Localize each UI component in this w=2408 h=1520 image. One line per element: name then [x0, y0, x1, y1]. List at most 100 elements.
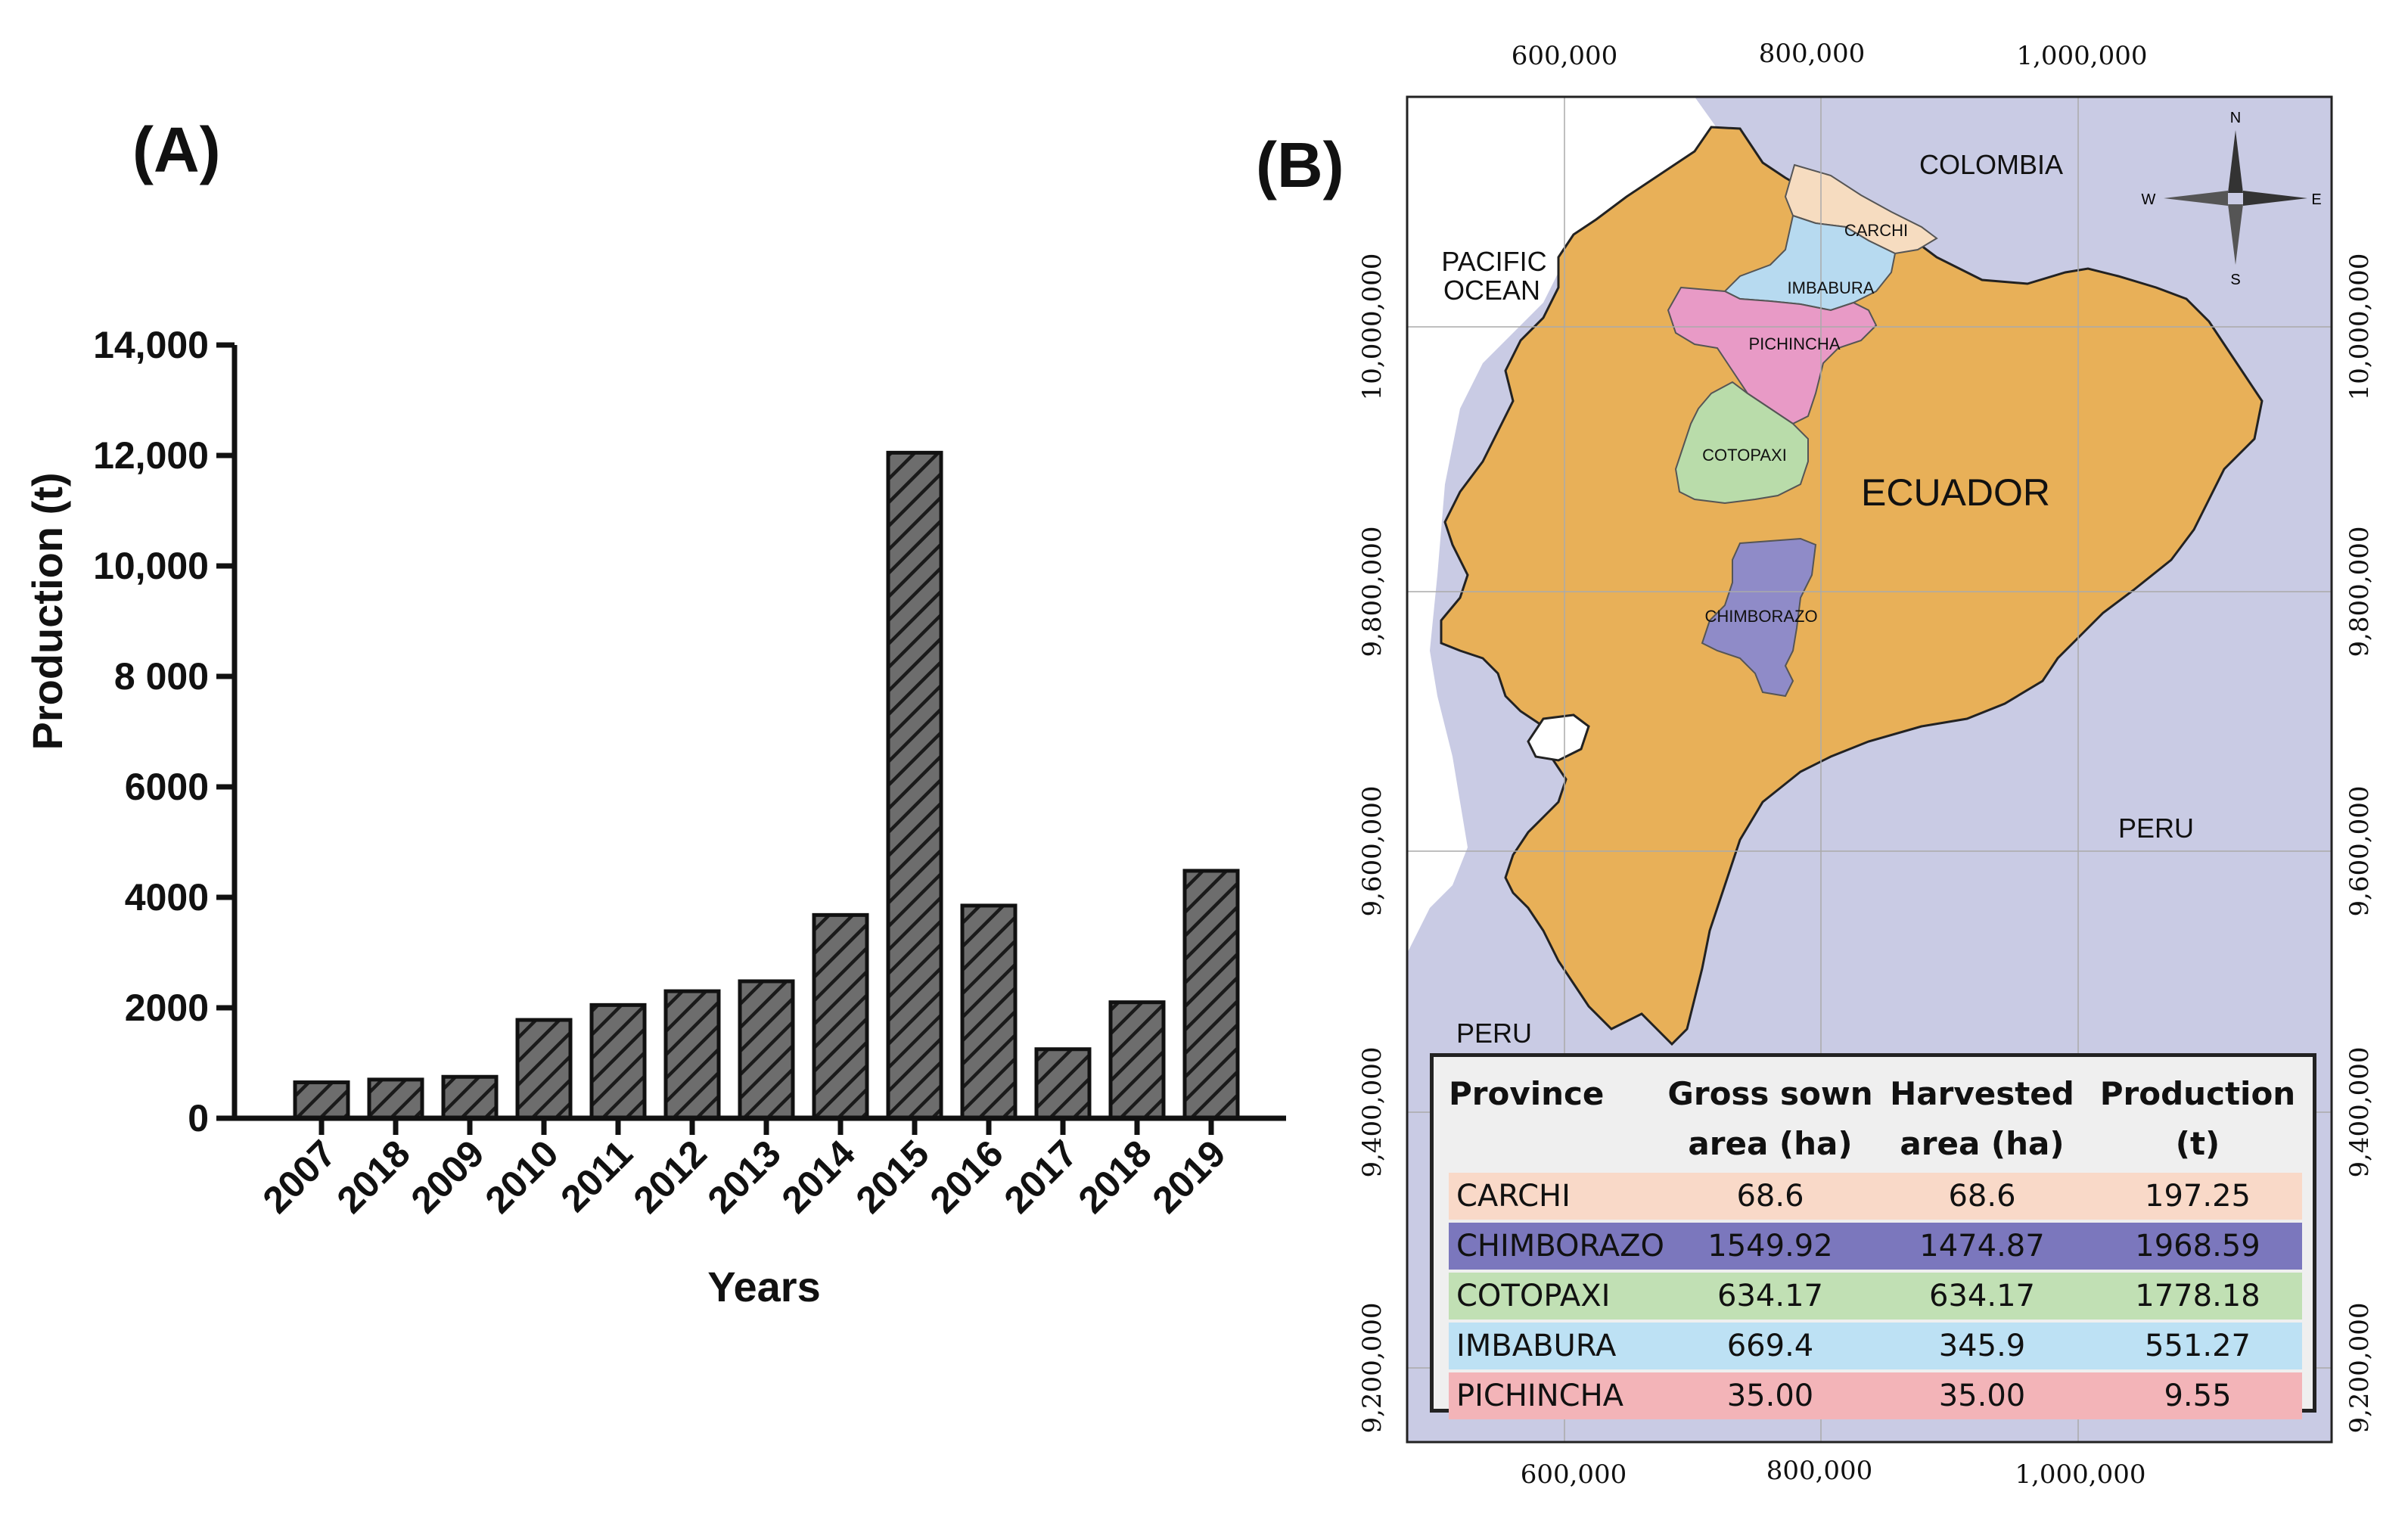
bar-2013: [738, 979, 795, 1121]
compass-east-arm: [2243, 191, 2307, 206]
cell-harvested: 634.17: [1929, 1279, 2035, 1313]
cell-production: 1778.18: [2135, 1279, 2260, 1313]
y-tick-label: 10,000: [93, 545, 209, 587]
coord-left-4: 9,400,000: [1357, 1046, 1387, 1177]
cell-province: CHIMBORAZO: [1456, 1229, 1664, 1264]
header-gross-line1: Gross sown: [1667, 1075, 1873, 1112]
cell-gross: 634.17: [1717, 1279, 1823, 1313]
bar-2014: [812, 912, 869, 1121]
cell-province: PICHINCHA: [1456, 1379, 1624, 1413]
x-axis-title: Years: [707, 1263, 821, 1310]
header-gross-line2: area (ha): [1688, 1125, 1853, 1162]
coord-left-1: 10,000,000: [1357, 253, 1387, 401]
header-province-line1: Province: [1449, 1075, 1605, 1112]
panel-b-label: (B): [1256, 129, 1344, 200]
y-tick-label: 2000: [125, 987, 209, 1029]
y-tick-label: 0: [188, 1097, 209, 1139]
label-pacific: PACIFIC: [1441, 246, 1546, 277]
compass-rose: N S E W: [2142, 110, 2322, 288]
coord-left-3: 9,600,000: [1357, 785, 1387, 916]
compass-west-arm: [2164, 191, 2228, 206]
gulf-island: [1527, 713, 1590, 762]
cell-harvested: 1474.87: [1919, 1229, 2045, 1264]
cell-production: 551.27: [2145, 1329, 2251, 1363]
header-province: Province: [1449, 1069, 1605, 1119]
label-peru-south: PERU: [1456, 1018, 1532, 1049]
table-row: IMBABURA 669.4 345.9 551.27: [1449, 1323, 2302, 1369]
ecuador-land: [1440, 126, 2264, 1046]
y-tick-label: 14,000: [93, 324, 209, 366]
header-production-line1: Production: [2099, 1075, 2296, 1112]
compass-south-arm: [2228, 204, 2243, 265]
province-chimborazo: [1701, 537, 1817, 698]
y-axis-title: Production (t): [23, 472, 71, 750]
coord-left-5: 9,200,000: [1357, 1302, 1387, 1433]
coord-right-4: 9,400,000: [2344, 1046, 2375, 1177]
panel-a-label: (A): [132, 114, 221, 185]
label-cotopaxi: COTOPAXI: [1702, 446, 1787, 465]
table-header: Province Gross sown area (ha) Harvested …: [1434, 1069, 2313, 1167]
compass-n-label: N: [2230, 110, 2241, 126]
label-carchi: CARCHI: [1844, 221, 1908, 240]
header-production-line2: (t): [2175, 1125, 2220, 1162]
bar-2019: [1182, 869, 1240, 1121]
bar-2007: [293, 1080, 350, 1121]
bar-2016: [960, 903, 1018, 1121]
label-ocean: OCEAN: [1443, 275, 1540, 306]
cell-gross: 1549.92: [1707, 1229, 1833, 1264]
bar-chart: 0 2000 4000 6000 8 000 10,000 12,000 14,000 200…: [23, 324, 1286, 1310]
cell-production: 1968.59: [2135, 1229, 2260, 1264]
header-harvested-line2: area (ha): [1900, 1125, 2065, 1162]
coord-top-1: 600,000: [1512, 41, 1618, 71]
y-axis: 0 2000 4000 6000 8 000 10,000 12,000 14,000: [93, 324, 238, 1139]
bars: [293, 450, 1240, 1121]
cell-production: 197.25: [2145, 1179, 2251, 1214]
province-cotopaxi: [1674, 381, 1809, 505]
province-table: Province Gross sown area (ha) Harvested …: [1430, 1053, 2316, 1419]
cell-harvested: 35.00: [1938, 1379, 2026, 1413]
province-pichincha: [1667, 286, 1878, 425]
cell-gross: 669.4: [1726, 1329, 1814, 1363]
compass-e-label: E: [2311, 191, 2321, 208]
coord-right-5: 9,200,000: [2344, 1302, 2375, 1433]
label-ecuador: ECUADOR: [1861, 471, 2050, 514]
cell-province: IMBABURA: [1456, 1329, 1617, 1363]
coord-left-2: 9,800,000: [1357, 526, 1387, 657]
header-harvested: Harvested area (ha): [1880, 1069, 2084, 1169]
label-chimborazo: CHIMBORAZO: [1704, 607, 1817, 626]
bar-2015: [886, 450, 943, 1121]
ocean-white-area: [1407, 97, 1717, 953]
header-gross-sown: Gross sown area (ha): [1661, 1069, 1880, 1169]
table-row: COTOPAXI 634.17 634.17 1778.18: [1449, 1273, 2302, 1320]
cell-harvested: 68.6: [1948, 1179, 2016, 1214]
table-row: PICHINCHA 35.00 35.00 9.55: [1449, 1372, 2302, 1419]
coord-top-3: 1,000,000: [2016, 41, 2147, 71]
table-row: CARCHI 68.6 68.6 197.25: [1449, 1173, 2302, 1220]
label-colombia: COLOMBIA: [1919, 149, 2063, 180]
cell-gross: 68.6: [1736, 1179, 1804, 1214]
label-pichincha: PICHINCHA: [1748, 334, 1840, 353]
coord-bottom-3: 1,000,000: [2015, 1459, 2145, 1490]
table-row: CHIMBORAZO 1549.92 1474.87 1968.59: [1449, 1223, 2302, 1270]
coord-top-2: 800,000: [1759, 39, 1866, 69]
header-harvested-line1: Harvested: [1890, 1075, 2074, 1112]
y-tick-label: 12,000: [93, 434, 209, 477]
coord-right-3: 9,600,000: [2344, 785, 2375, 916]
cell-province: COTOPAXI: [1456, 1279, 1611, 1313]
coord-bottom-1: 600,000: [1521, 1459, 1627, 1490]
y-tick-label: 6000: [125, 766, 209, 808]
coord-right-2: 9,800,000: [2344, 526, 2375, 657]
map-frame: [1406, 95, 2333, 1444]
label-imbabura: IMBABURA: [1788, 278, 1875, 297]
bar-2017: [1034, 1047, 1092, 1121]
compass-w-label: W: [2142, 191, 2156, 208]
y-tick-label: 8 000: [114, 655, 209, 698]
cell-harvested: 345.9: [1938, 1329, 2026, 1363]
cell-production: 9.55: [2164, 1379, 2232, 1413]
header-production: Production (t): [2092, 1069, 2304, 1169]
y-tick-label: 4000: [125, 876, 209, 919]
cell-province: CARCHI: [1456, 1179, 1571, 1214]
compass-north-arm: [2228, 130, 2243, 193]
label-peru-east: PERU: [2118, 813, 2194, 844]
